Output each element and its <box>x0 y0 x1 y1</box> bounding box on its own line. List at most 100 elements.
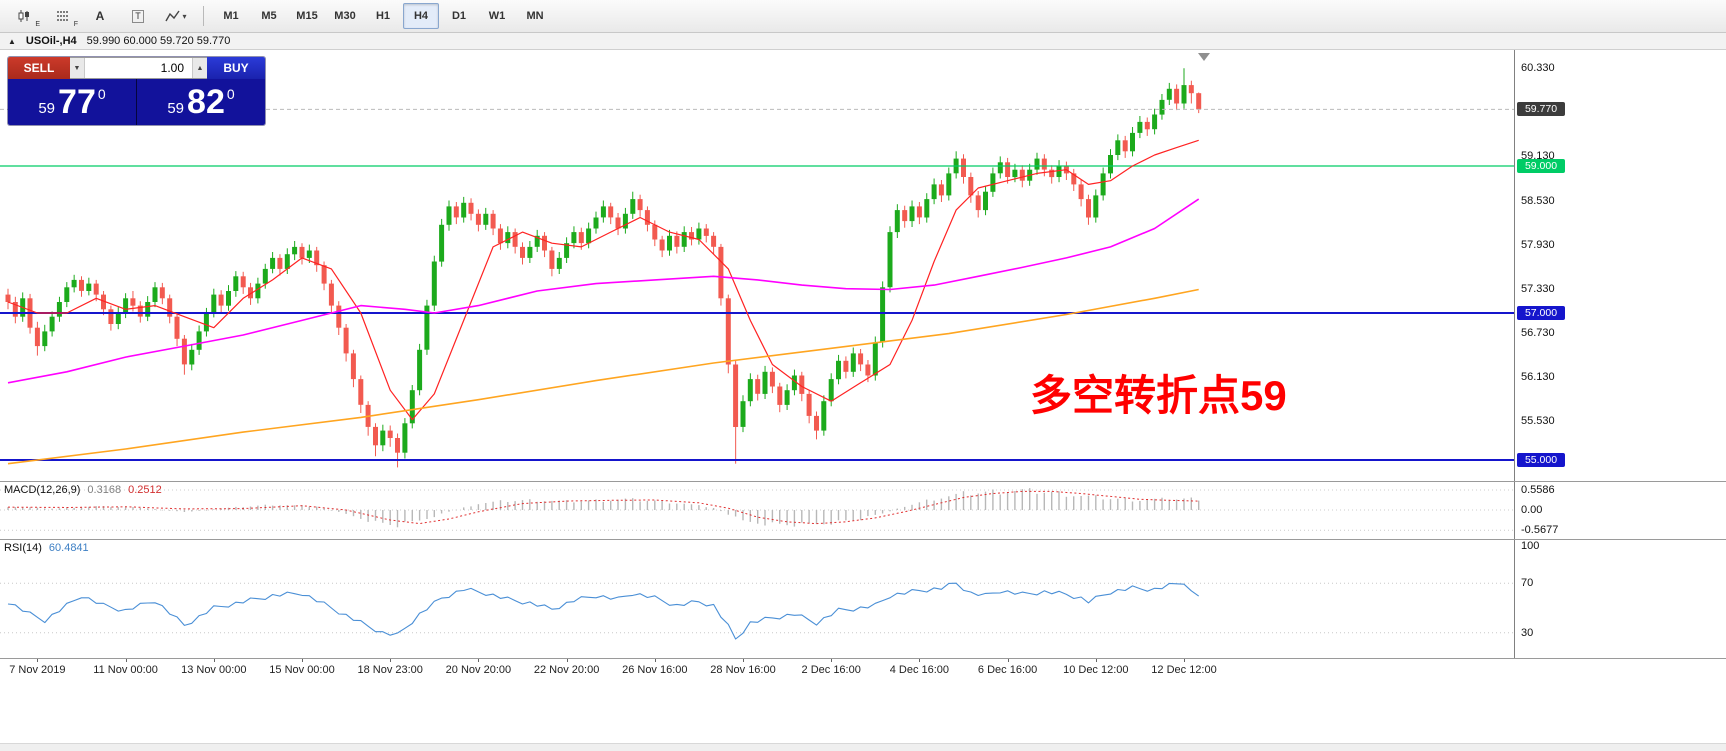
price-tick: 58.530 <box>1521 195 1555 207</box>
time-axis-label: 4 Dec 16:00 <box>889 664 950 676</box>
sell-price-pips: 77 <box>58 83 96 121</box>
time-axis-label: 18 Nov 23:00 <box>357 664 423 676</box>
time-tick <box>1007 659 1009 662</box>
buy-button[interactable]: BUY <box>207 57 265 79</box>
text-box-icon[interactable]: T <box>120 3 156 29</box>
time-axis-label: 13 Nov 00:00 <box>181 664 247 676</box>
time-tick <box>125 659 127 662</box>
time-tick <box>1095 659 1097 662</box>
text-label-icon[interactable]: A <box>95 9 105 23</box>
sell-price[interactable]: 59 77 0 <box>8 79 137 125</box>
macd-scale-label: 0.00 <box>1521 504 1543 516</box>
buy-price-pips: 82 <box>187 83 225 121</box>
timeframe-h4[interactable]: H4 <box>403 3 439 29</box>
buy-price[interactable]: 59 82 0 <box>137 79 265 125</box>
time-tick <box>1184 659 1185 662</box>
rsi-scale-label: 30 <box>1521 627 1534 639</box>
macd-signal-line <box>7 490 1199 525</box>
time-axis-label: 26 Nov 16:00 <box>622 664 688 676</box>
toolbar-separator <box>203 6 204 26</box>
price-tick: 57.330 <box>1521 283 1555 295</box>
time-tick <box>654 659 656 662</box>
macd-scale-label: 0.5586 <box>1521 484 1555 496</box>
chart-shift-marker-icon[interactable] <box>1198 53 1210 61</box>
time-axis[interactable]: 7 Nov 2019 11 Nov 00:00 13 Nov 00:00 15 Nov… <box>0 658 1726 679</box>
main-chart-pane[interactable]: SELL ▼ 1.00 ▲ BUY 59 77 0 59 82 0 多空转折点5… <box>0 50 1514 481</box>
rsi-line <box>7 582 1200 640</box>
rsi-label: RSI(14) 60.4841 <box>4 542 89 554</box>
price-tick: 56.130 <box>1521 371 1555 383</box>
sell-button[interactable]: SELL <box>8 57 70 79</box>
candles-glyph <box>18 9 29 22</box>
chart-title-bar: ▲ USOil-,H4 59.990 60.000 59.720 59.770 <box>0 33 1726 50</box>
price-badge-57.000: 57.000 <box>1517 306 1565 320</box>
time-tick <box>302 659 303 662</box>
timeframe-d1[interactable]: D1 <box>451 10 467 22</box>
rsi-name: RSI(14) <box>4 542 42 554</box>
current-price-badge: 59.770 <box>1517 102 1565 116</box>
list-glyph <box>56 10 68 21</box>
timeframe-button-group: M1 M5 M15 M30 H1 H4 D1 W1 MN <box>213 3 553 29</box>
time-tick <box>919 659 921 662</box>
ma-slow-orange <box>7 288 1199 465</box>
time-axis-label: 28 Nov 16:00 <box>710 664 776 676</box>
price-tick: 55.530 <box>1521 415 1555 427</box>
symbol-marker-icon: ▲ <box>8 36 16 46</box>
rsi-scale-label: 100 <box>1521 540 1540 552</box>
time-axis-label: 10 Dec 12:00 <box>1063 664 1129 676</box>
timeframe-m30[interactable]: M30 <box>334 10 356 22</box>
time-tick <box>213 659 215 662</box>
macd-indicator-pane[interactable]: MACD(12,26,9) 0.3168 0.2512 <box>0 482 1514 539</box>
candlestick-chart-icon[interactable]: E <box>6 3 42 29</box>
price-tick: 57.930 <box>1521 239 1555 251</box>
chart-text-annotation: 多空转折点59 <box>1030 372 1287 419</box>
price-axis[interactable]: 60.330 59.130 58.530 57.930 57.330 56.730 56.1… <box>1514 50 1725 658</box>
sell-price-whole: 59 <box>38 100 56 117</box>
draw-tools-icon[interactable]: ▾ <box>158 3 194 29</box>
timeframe-mn[interactable]: MN <box>526 10 544 22</box>
macd-main-value: 0.3168 <box>87 484 122 496</box>
time-tick <box>37 659 39 662</box>
price-badge-59.000: 59.000 <box>1517 159 1565 173</box>
time-tick <box>390 659 392 662</box>
volume-increase-button[interactable]: ▲ <box>192 58 207 78</box>
ma-fast-red <box>7 139 1199 421</box>
price-tick: 56.730 <box>1521 327 1555 339</box>
macd-label: MACD(12,26,9) 0.3168 0.2512 <box>4 484 162 496</box>
chart-symbol-title: USOil-,H4 <box>25 35 77 47</box>
chevron-down-icon: ▾ <box>182 11 187 21</box>
time-axis-label: 11 Nov 00:00 <box>93 664 158 676</box>
chart-ohlc-values: 59.990 60.000 59.720 59.770 <box>86 35 231 47</box>
buy-price-pipette: 0 <box>226 86 235 102</box>
macd-chart <box>0 488 1514 531</box>
time-axis-label: 6 Dec 16:00 <box>977 664 1038 676</box>
time-axis-label: 7 Nov 2019 <box>9 664 66 676</box>
timeframe-w1[interactable]: W1 <box>488 10 506 22</box>
time-tick <box>478 659 480 662</box>
toolbar: E F A T ▾ M1 M5 M15 M30 H1 H4 D1 W1 MN <box>0 0 1726 33</box>
volume-input[interactable]: 1.00 <box>160 61 184 75</box>
timeframe-m5[interactable]: M5 <box>261 10 277 22</box>
ma-mid-magenta <box>7 198 1200 384</box>
time-axis-label: 12 Dec 12:00 <box>1151 664 1217 676</box>
rsi-indicator-pane[interactable]: RSI(14) 60.4841 <box>0 540 1514 658</box>
price-badge-55.000: 55.000 <box>1517 453 1565 467</box>
pane-separator[interactable] <box>0 481 1726 482</box>
time-axis-label: 20 Nov 20:00 <box>445 664 512 676</box>
pane-separator[interactable] <box>0 539 1726 540</box>
icon-sub-label: E <box>35 21 40 28</box>
workspace-bottom-area <box>0 679 1726 751</box>
buy-price-whole: 59 <box>167 100 185 117</box>
timeframe-m15[interactable]: M15 <box>296 10 318 22</box>
time-tick <box>743 659 744 662</box>
price-tick: 60.330 <box>1521 62 1555 74</box>
timeframe-m1[interactable]: M1 <box>223 10 239 22</box>
zigzag-glyph <box>165 10 181 22</box>
indicator-list-icon[interactable]: F <box>44 3 80 29</box>
rsi-chart <box>0 582 1514 640</box>
volume-decrease-button[interactable]: ▼ <box>70 58 85 78</box>
volume-spinner: ▼ 1.00 ▲ <box>70 57 207 79</box>
horizontal-scrollbar[interactable] <box>0 743 1726 751</box>
rsi-scale-label: 70 <box>1521 577 1534 589</box>
timeframe-h1[interactable]: H1 <box>375 10 391 22</box>
